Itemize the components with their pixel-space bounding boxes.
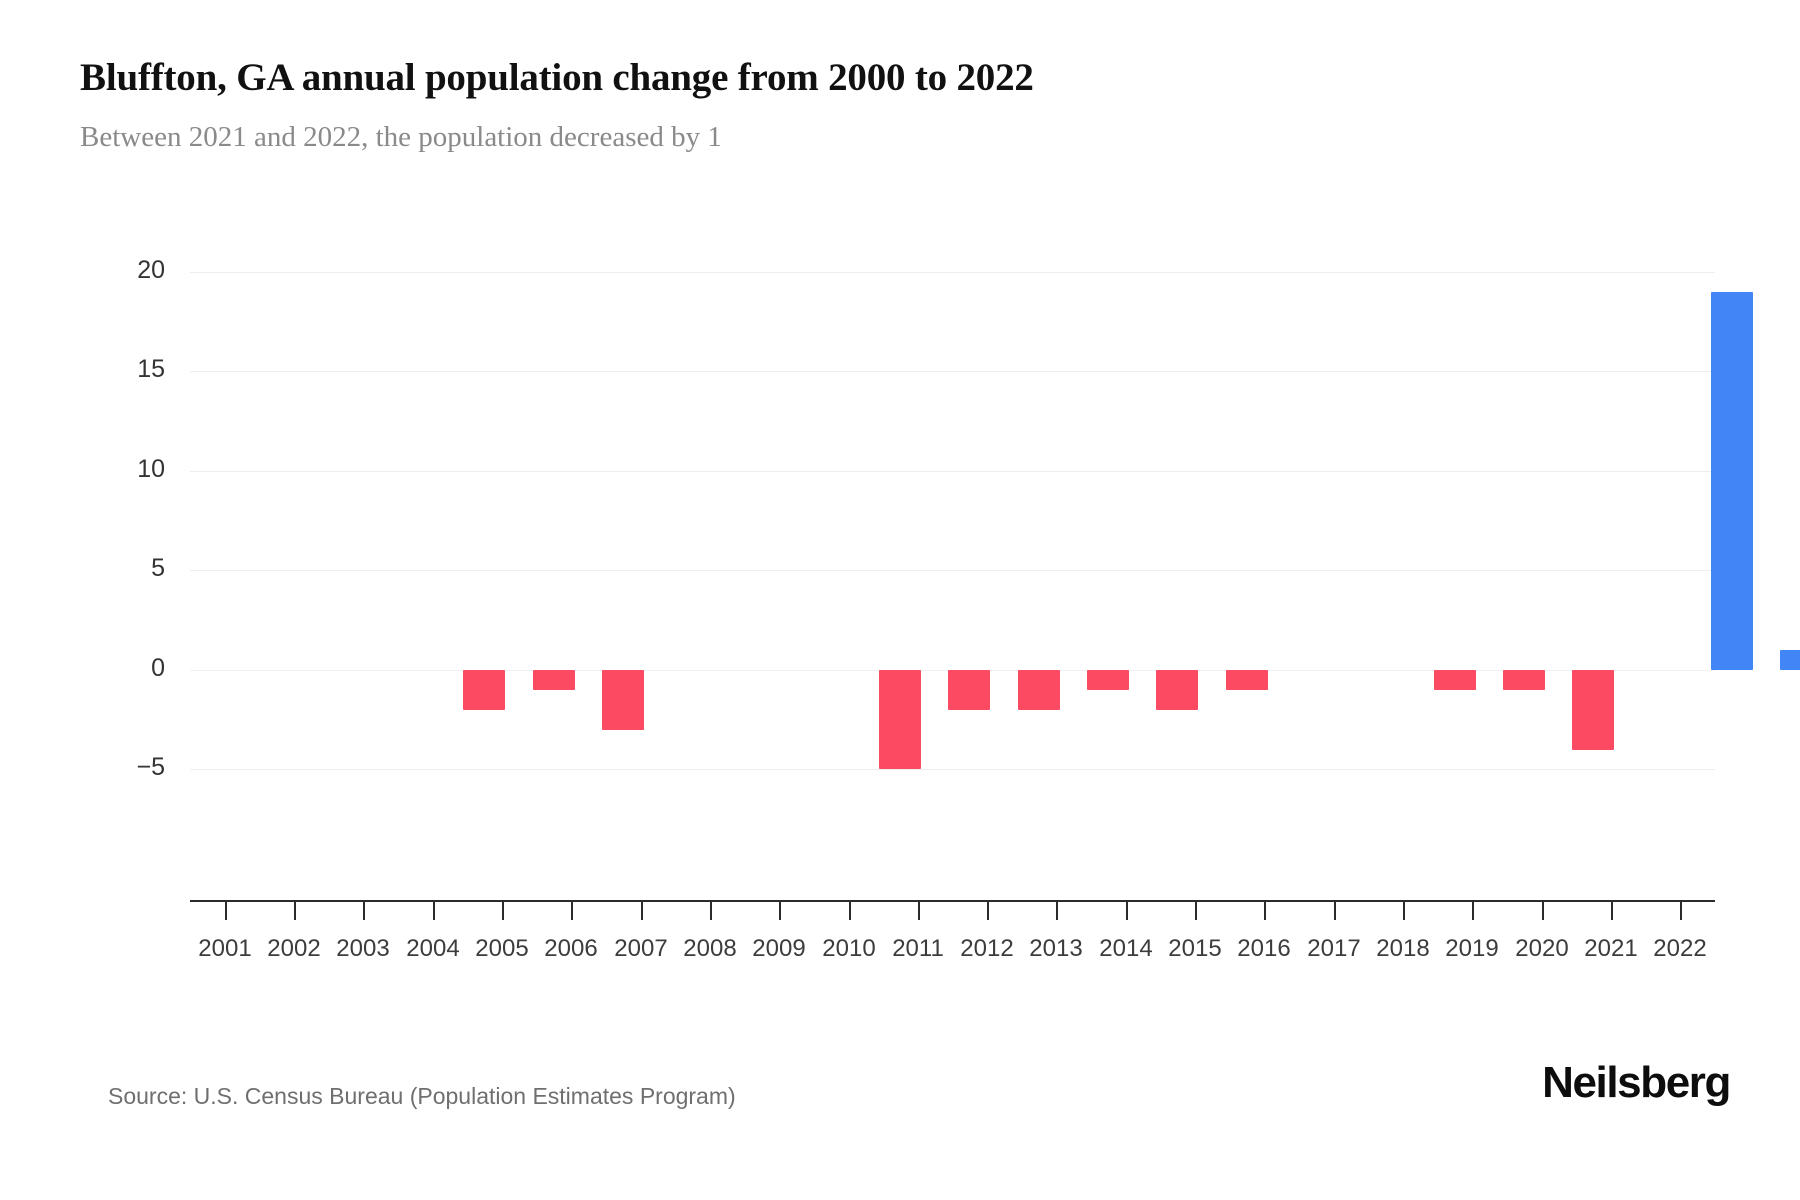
- x-axis-tick-label-2022: 2022: [1653, 935, 1707, 962]
- x-axis-tick-label-2019: 2019: [1445, 935, 1499, 962]
- y-axis-tick-label: 20: [137, 256, 165, 284]
- y-axis-tick-label: 10: [137, 455, 165, 483]
- x-axis-tick-mark: [1680, 902, 1682, 920]
- x-axis-tick-mark: [571, 902, 573, 920]
- x-axis-tick-label-2007: 2007: [614, 935, 668, 962]
- bars-group: [190, 272, 1800, 772]
- x-axis-tick-label-2003: 2003: [336, 935, 390, 962]
- x-axis-tick-mark: [363, 902, 365, 920]
- gridline: [190, 272, 1715, 273]
- x-axis-tick-mark: [710, 902, 712, 920]
- x-axis-tick-mark: [779, 902, 781, 920]
- x-axis-tick-label-2017: 2017: [1307, 935, 1361, 962]
- x-axis-tick-label-2014: 2014: [1099, 935, 1153, 962]
- x-axis-tick-mark: [294, 902, 296, 920]
- bar-2013[interactable]: [1226, 670, 1268, 690]
- x-axis-tick-mark: [849, 902, 851, 920]
- bar-2018[interactable]: [1572, 670, 1614, 750]
- page-title: Bluffton, GA annual population change fr…: [80, 56, 1034, 99]
- x-axis-tick-label-2013: 2013: [1029, 935, 1083, 962]
- x-axis-tick-mark: [987, 902, 989, 920]
- gridline: [190, 471, 1715, 472]
- x-axis-tick-label-2010: 2010: [822, 935, 876, 962]
- x-axis-tick-mark: [918, 902, 920, 920]
- gridline: [190, 570, 1715, 571]
- x-axis-tick-mark: [1264, 902, 1266, 920]
- x-axis-tick-mark: [641, 902, 643, 920]
- x-axis-tick-mark: [1126, 902, 1128, 920]
- gridline: [190, 769, 1715, 770]
- x-axis-tick-mark: [502, 902, 504, 920]
- bar-2010[interactable]: [1018, 670, 1060, 710]
- x-axis-tick-label-2006: 2006: [544, 935, 598, 962]
- x-axis-tick-label-2005: 2005: [475, 935, 529, 962]
- x-axis-tick-label-2012: 2012: [960, 935, 1014, 962]
- bar-2017[interactable]: [1503, 670, 1545, 690]
- bar-2011[interactable]: [1087, 670, 1129, 690]
- chart-subtitle: Between 2021 and 2022, the population de…: [80, 121, 722, 153]
- y-axis-tick-label: 15: [137, 355, 165, 383]
- x-axis-line: [190, 900, 1715, 902]
- y-axis-tick-label: −5: [136, 753, 165, 781]
- bar-2016[interactable]: [1434, 670, 1476, 690]
- x-axis-tick-label-2011: 2011: [892, 935, 944, 962]
- bar-2003[interactable]: [533, 670, 575, 690]
- x-axis-tick-mark: [1472, 902, 1474, 920]
- y-axis-tick-label: 0: [151, 654, 165, 682]
- gridline: [190, 371, 1715, 372]
- bar-2004[interactable]: [602, 670, 644, 730]
- bar-2021[interactable]: [1780, 650, 1800, 670]
- bar-2012[interactable]: [1156, 670, 1198, 710]
- bar-2020[interactable]: [1711, 292, 1753, 670]
- brand-logo: Neilsberg: [1542, 1058, 1731, 1107]
- x-axis-tick-label-2009: 2009: [752, 935, 806, 962]
- x-axis-tick-mark: [1056, 902, 1058, 920]
- bar-2009[interactable]: [948, 670, 990, 710]
- x-axis-tick-mark: [1611, 902, 1613, 920]
- x-axis-tick-label-2002: 2002: [267, 935, 321, 962]
- x-axis-tick-label-2015: 2015: [1168, 935, 1222, 962]
- x-axis-tick-label-2018: 2018: [1376, 935, 1430, 962]
- y-axis-tick-label: 5: [151, 554, 165, 582]
- x-axis-tick-label-2004: 2004: [406, 935, 460, 962]
- x-axis-tick-label-2021: 2021: [1584, 935, 1638, 962]
- x-axis-tick-mark: [433, 902, 435, 920]
- x-axis-tick-mark: [1542, 902, 1544, 920]
- x-axis-tick-mark: [1195, 902, 1197, 920]
- x-axis-tick-label-2020: 2020: [1515, 935, 1569, 962]
- x-axis-tick-label-2008: 2008: [683, 935, 737, 962]
- source-note: Source: U.S. Census Bureau (Population E…: [108, 1083, 736, 1109]
- x-axis-tick-mark: [1334, 902, 1336, 920]
- x-axis-tick-label-2016: 2016: [1237, 935, 1291, 962]
- x-axis-tick-mark: [225, 902, 227, 920]
- bar-2008[interactable]: [879, 670, 921, 769]
- x-axis-tick-mark: [1403, 902, 1405, 920]
- x-axis-tick-label-2001: 2001: [198, 935, 252, 962]
- bar-2002[interactable]: [463, 670, 505, 710]
